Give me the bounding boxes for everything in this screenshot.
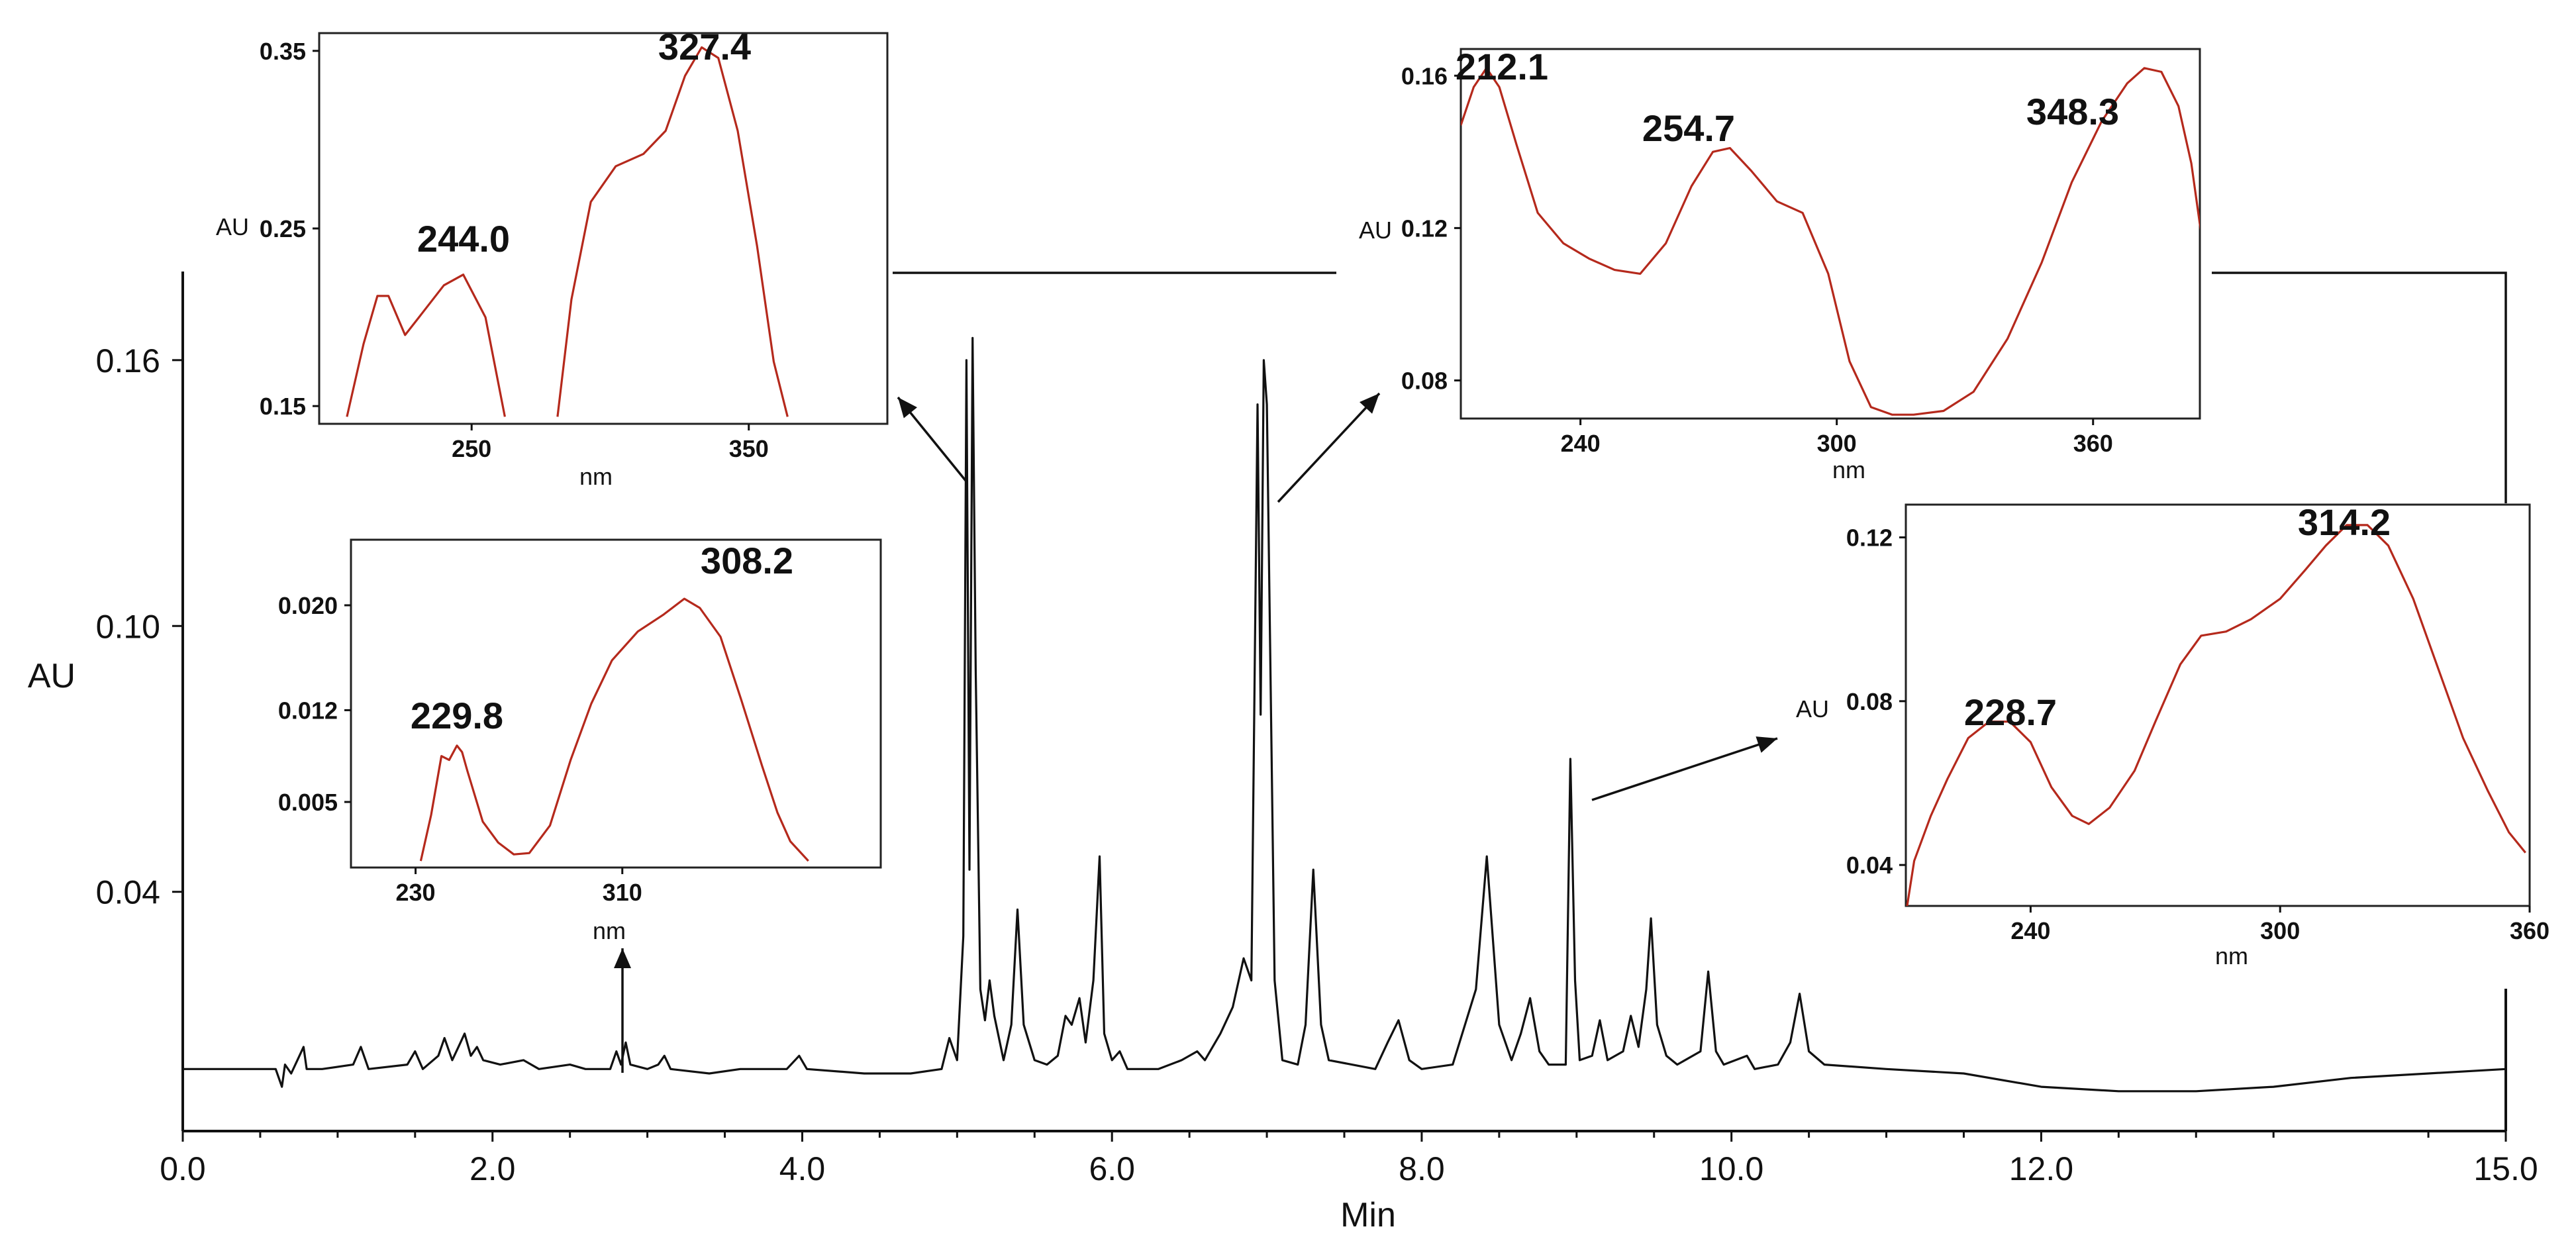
- arrow-peak-9.0-shaft: [1591, 737, 1778, 801]
- inset-x-axis-title: nm: [579, 463, 613, 490]
- connector-lines: [614, 272, 2507, 1073]
- x-axis-title: Min: [1340, 1196, 1396, 1234]
- uv-inset-3: 240 300 360 0.08 0.12 0.16 nm AU 212.1 254.7 348.3: [1359, 46, 2201, 483]
- inset-x-axis-title: nm: [593, 917, 626, 944]
- right-connector-line: [2212, 272, 2507, 503]
- arrow-peak-7.0-shaft: [1277, 392, 1381, 503]
- inset-y-tick-label: 0.16: [1401, 62, 1448, 89]
- inset-x-axis-title: nm: [2215, 942, 2248, 970]
- inset-x-tick-label: 300: [1817, 430, 1857, 457]
- inset-y-axis-title: AU: [1796, 695, 1829, 722]
- inset-y-tick-label: 0.08: [1401, 367, 1448, 394]
- arrow-peak-5.1-head: [898, 397, 918, 419]
- x-tick-label: 10.0: [1699, 1150, 1763, 1187]
- arrow-peak-2.8-head: [614, 948, 631, 968]
- peak-wavelength-label: 314.2: [2298, 501, 2391, 543]
- inset-x-tick-label: 310: [603, 879, 642, 906]
- inset-x-tick-label: 250: [452, 435, 491, 462]
- peak-wavelength-label: 229.8: [411, 695, 503, 736]
- arrow-peak-9.0-head: [1756, 736, 1777, 753]
- uv-inset-4: 240 300 360 0.04 0.08 0.12 nm AU 228.7 314.2: [1796, 501, 2550, 970]
- inset-x-tick-label: 350: [729, 435, 769, 462]
- peak-wavelength-label: 254.7: [1642, 107, 1735, 149]
- inset-y-axis-title: AU: [1359, 217, 1392, 244]
- inset-x-tick-label: 300: [2260, 917, 2300, 944]
- x-tick-label: 2.0: [470, 1150, 516, 1187]
- inset-x-tick-label: 230: [396, 879, 436, 906]
- inset-y-axis-title: AU: [216, 213, 249, 240]
- inset-y-tick-label: 0.12: [1401, 215, 1448, 242]
- inset-y-tick-label: 0.012: [278, 697, 338, 724]
- x-tick-label: 12.0: [2009, 1150, 2073, 1187]
- uv-spectrum-trace: [1906, 524, 2526, 906]
- peak-wavelength-label: 228.7: [1964, 691, 2057, 733]
- main-chromatogram: 0.0 2.0 4.0 6.0 8.0 10.0 12.0 15.0 0.04 0.10 0.16 M…: [28, 272, 2538, 1234]
- inset-frame: [1460, 48, 2201, 420]
- uv-spectrum-trace: [1461, 67, 2200, 416]
- peak-wavelength-label: 308.2: [701, 540, 793, 581]
- inset-y-tick-label: 0.15: [260, 393, 306, 420]
- uv-spectrum-trace: [556, 46, 789, 417]
- y-tick-label: 0.04: [96, 874, 160, 911]
- inset-x-tick-label: 240: [2010, 917, 2050, 944]
- uv-inset-2: 250 350 0.15 0.25 0.35 nm AU 244.0 327.4: [216, 26, 889, 490]
- inset-x-tick-label: 240: [1561, 430, 1601, 457]
- y-axis-title: AU: [28, 657, 75, 695]
- peak-wavelength-label: 212.1: [1456, 46, 1548, 87]
- inset-x-axis-title: nm: [1832, 456, 1865, 483]
- inset-y-tick-label: 0.12: [1846, 524, 1893, 551]
- y-tick-label: 0.10: [96, 608, 160, 645]
- inset-y-tick-label: 0.005: [278, 789, 338, 816]
- inset-x-tick-label: 360: [2510, 917, 2550, 944]
- inset-frame: [318, 32, 889, 425]
- inset-x-tick-label: 360: [2073, 430, 2113, 457]
- inset-y-tick-label: 0.020: [278, 592, 338, 619]
- inset-y-tick-label: 0.35: [260, 38, 306, 65]
- inset-frame: [350, 538, 882, 869]
- inset-y-tick-label: 0.08: [1846, 688, 1893, 715]
- uv-inset-1: 230 310 0.005 0.012 0.020 nm 229.8 308.2: [278, 538, 882, 944]
- x-tick-label: 15.0: [2473, 1150, 2538, 1187]
- chromatogram-trace: [183, 336, 2506, 1093]
- peak-wavelength-label: 244.0: [417, 218, 510, 260]
- x-tick-label: 8.0: [1399, 1150, 1445, 1187]
- y-tick-label: 0.16: [96, 342, 160, 379]
- inset-y-tick-label: 0.25: [260, 215, 306, 242]
- x-tick-label: 0.0: [160, 1150, 206, 1187]
- uv-spectrum-insets: 230 310 0.005 0.012 0.020 nm 229.8 308.2 250 350 0…: [216, 26, 2550, 970]
- uv-spectrum-trace: [346, 273, 506, 417]
- peak-wavelength-label: 327.4: [658, 26, 751, 68]
- inset-frame: [1905, 503, 2531, 907]
- inset-y-tick-label: 0.04: [1846, 852, 1893, 879]
- uv-spectrum-trace: [419, 597, 809, 862]
- x-tick-label: 4.0: [779, 1150, 826, 1187]
- arrow-peak-7.0-head: [1360, 393, 1379, 414]
- peak-wavelength-label: 348.3: [2026, 91, 2119, 132]
- x-tick-label: 6.0: [1089, 1150, 1135, 1187]
